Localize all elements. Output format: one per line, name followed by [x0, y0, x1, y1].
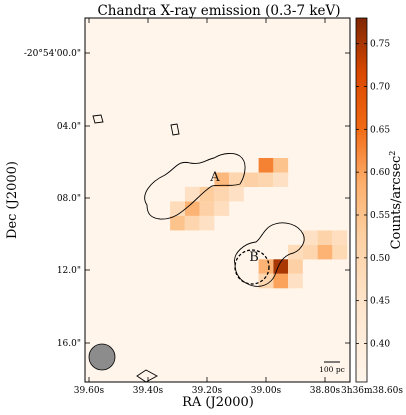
heatmap-pixel — [229, 186, 244, 202]
y-axis-ticks: -20°54'00.0" 04.0" 08.0" 12.0" 16.0" — [24, 49, 350, 349]
y-tick-label: 04.0" — [57, 122, 81, 132]
heatmap-pixel — [170, 201, 185, 216]
x-tick-label: 38.80s — [310, 386, 341, 396]
y-axis-label: Dec (J2000) — [5, 161, 20, 239]
contour-source-a — [144, 153, 246, 220]
heatmap-pixel — [214, 201, 230, 216]
y-tick-label: 16.0" — [57, 339, 81, 349]
contour-blob-mid — [170, 123, 180, 136]
contours — [92, 114, 305, 383]
y-tick-label: -20°54'00.0" — [24, 49, 81, 59]
x-tick-label: 3h36m38.60s — [341, 386, 403, 396]
heatmap-pixel — [258, 158, 274, 173]
beam-ellipse — [88, 343, 116, 371]
x-tick-label: 39.20s — [192, 386, 223, 396]
colorbar-tick-label: 0.65 — [370, 125, 390, 135]
colorbar-tick-label: 0.70 — [370, 83, 390, 93]
heatmap-pixel — [273, 158, 289, 173]
heatmap-pixel — [184, 201, 200, 216]
colorbar-tick-label: 0.60 — [370, 168, 390, 178]
heatmap-pixel — [184, 215, 200, 231]
heatmap-pixel — [302, 230, 318, 245]
heatmap-pixel — [288, 273, 303, 289]
source-b-label: B — [249, 250, 259, 265]
source-b-region-circle — [234, 249, 270, 285]
x-tick-label: 39.40s — [133, 386, 164, 396]
heatmap-pixel — [214, 172, 230, 187]
contour-blob-top — [92, 114, 104, 124]
colorbar-ticks: 0.40 0.45 0.50 0.55 0.60 0.65 0.70 0.75 — [356, 40, 390, 349]
heatmap-pixel — [199, 215, 215, 231]
x-axis-ticks: 39.60s 39.40s 39.20s 39.00s 38.80s 3h36m38.60… — [74, 18, 403, 396]
heatmap-pixel — [317, 244, 333, 260]
heatmap-pixel — [273, 273, 289, 289]
heatmap-pixel — [258, 273, 274, 289]
colorbar-label-text: Counts/arcsec — [389, 156, 404, 250]
scale-bar-label: 100 pc — [319, 365, 345, 374]
heatmap-pixel — [214, 186, 230, 202]
colorbar-tick-label: 0.50 — [370, 254, 390, 264]
heatmap-pixel — [199, 201, 215, 216]
heatmap-pixel — [332, 230, 348, 245]
colorbar-label-superscript: 2 — [388, 151, 397, 156]
y-tick-label: 12.0" — [57, 266, 81, 276]
heatmap-pixel — [243, 172, 259, 187]
x-axis-label: RA (J2000) — [182, 395, 254, 410]
colorbar-label: Counts/arcsec2 — [388, 151, 404, 250]
heatmap-pixel — [273, 172, 289, 187]
contour-source-b — [234, 222, 305, 287]
y-tick-label: 08.0" — [57, 194, 81, 204]
colorbar — [355, 17, 368, 383]
heatmap-pixel — [170, 215, 185, 231]
colorbar-tick-label: 0.55 — [370, 211, 390, 221]
colorbar-tick-label: 0.45 — [370, 297, 390, 307]
plot-frame — [84, 17, 351, 383]
heatmap-pixel — [258, 172, 274, 187]
colorbar-tick-label: 0.40 — [370, 339, 390, 349]
source-a-label: A — [209, 170, 220, 185]
heatmap-pixel — [258, 259, 274, 274]
heatmap-pixel — [288, 259, 303, 274]
heatmap-pixel — [332, 244, 348, 260]
heatmap-pixel — [317, 230, 333, 245]
contour-blob-bottom — [136, 369, 158, 383]
heatmap-pixel — [302, 244, 318, 260]
x-tick-label: 39.60s — [74, 386, 105, 396]
chart-title: Chandra X-ray emission (0.3-7 keV) — [97, 3, 340, 19]
colorbar-tick-label: 0.75 — [370, 40, 390, 50]
x-tick-label: 39.00s — [251, 386, 282, 396]
heatmap-pixel — [199, 186, 215, 202]
heatmap-pixel — [184, 186, 200, 202]
